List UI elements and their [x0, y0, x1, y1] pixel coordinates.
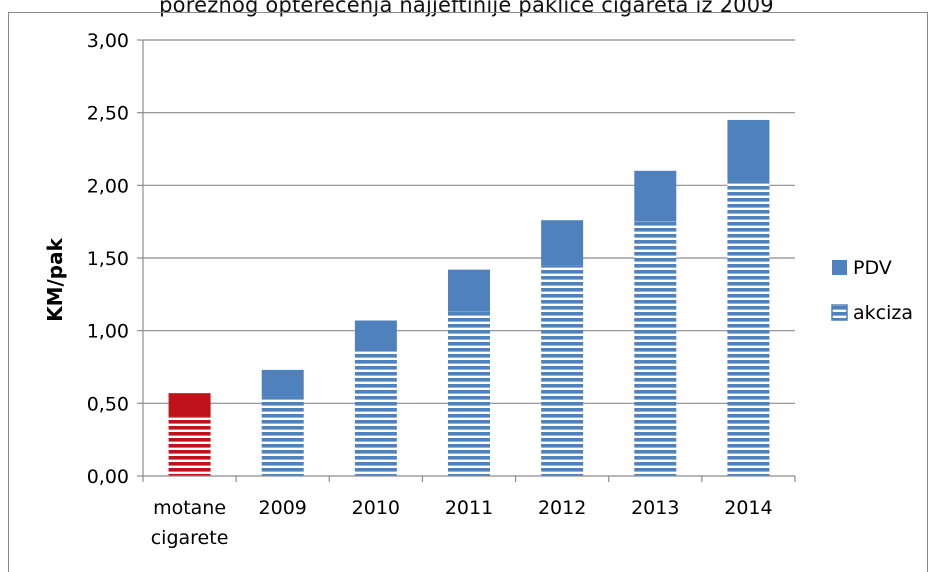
x-tick-label: motane [153, 497, 226, 519]
y-tick-label: 0,00 [87, 466, 129, 488]
y-tick-label: 2,00 [87, 175, 129, 197]
bar-akciza [168, 416, 211, 476]
y-axis-label: KM/pak [43, 237, 67, 322]
bar-pdv [354, 320, 397, 352]
bar-akciza [541, 265, 584, 476]
bar-pdv [261, 369, 304, 397]
x-tick-label: 2014 [724, 497, 772, 519]
y-tick-label: 1,00 [87, 321, 129, 343]
chart-frame [8, 12, 928, 572]
x-tick-label: 2011 [445, 497, 493, 519]
bar-akciza [354, 351, 397, 476]
bar-pdv [168, 393, 211, 417]
y-tick-label: 0,50 [87, 393, 129, 415]
bar-pdv [448, 269, 490, 312]
x-tick-label: 2013 [631, 497, 679, 519]
x-tick-label: 2009 [259, 497, 307, 519]
bar-akciza [727, 180, 770, 476]
legend-swatch-pdv [832, 260, 847, 275]
bar-akciza [448, 311, 490, 476]
bar-pdv [634, 170, 677, 222]
y-tick-label: 1,50 [87, 248, 129, 270]
y-tick-label: 3,00 [87, 30, 129, 52]
bar-akciza [634, 221, 677, 476]
x-tick-label: cigarete [151, 527, 229, 549]
legend-label-akciza: akciza [853, 302, 913, 324]
bar-pdv [541, 220, 584, 266]
legend-label-pdv: PDV [853, 257, 892, 279]
bar-pdv [727, 119, 770, 181]
y-tick-label: 2,50 [87, 103, 129, 125]
bar-akciza [261, 396, 304, 476]
x-tick-label: 2012 [538, 497, 586, 519]
legend-swatch-akciza [831, 304, 848, 321]
x-tick-label: 2010 [352, 497, 400, 519]
